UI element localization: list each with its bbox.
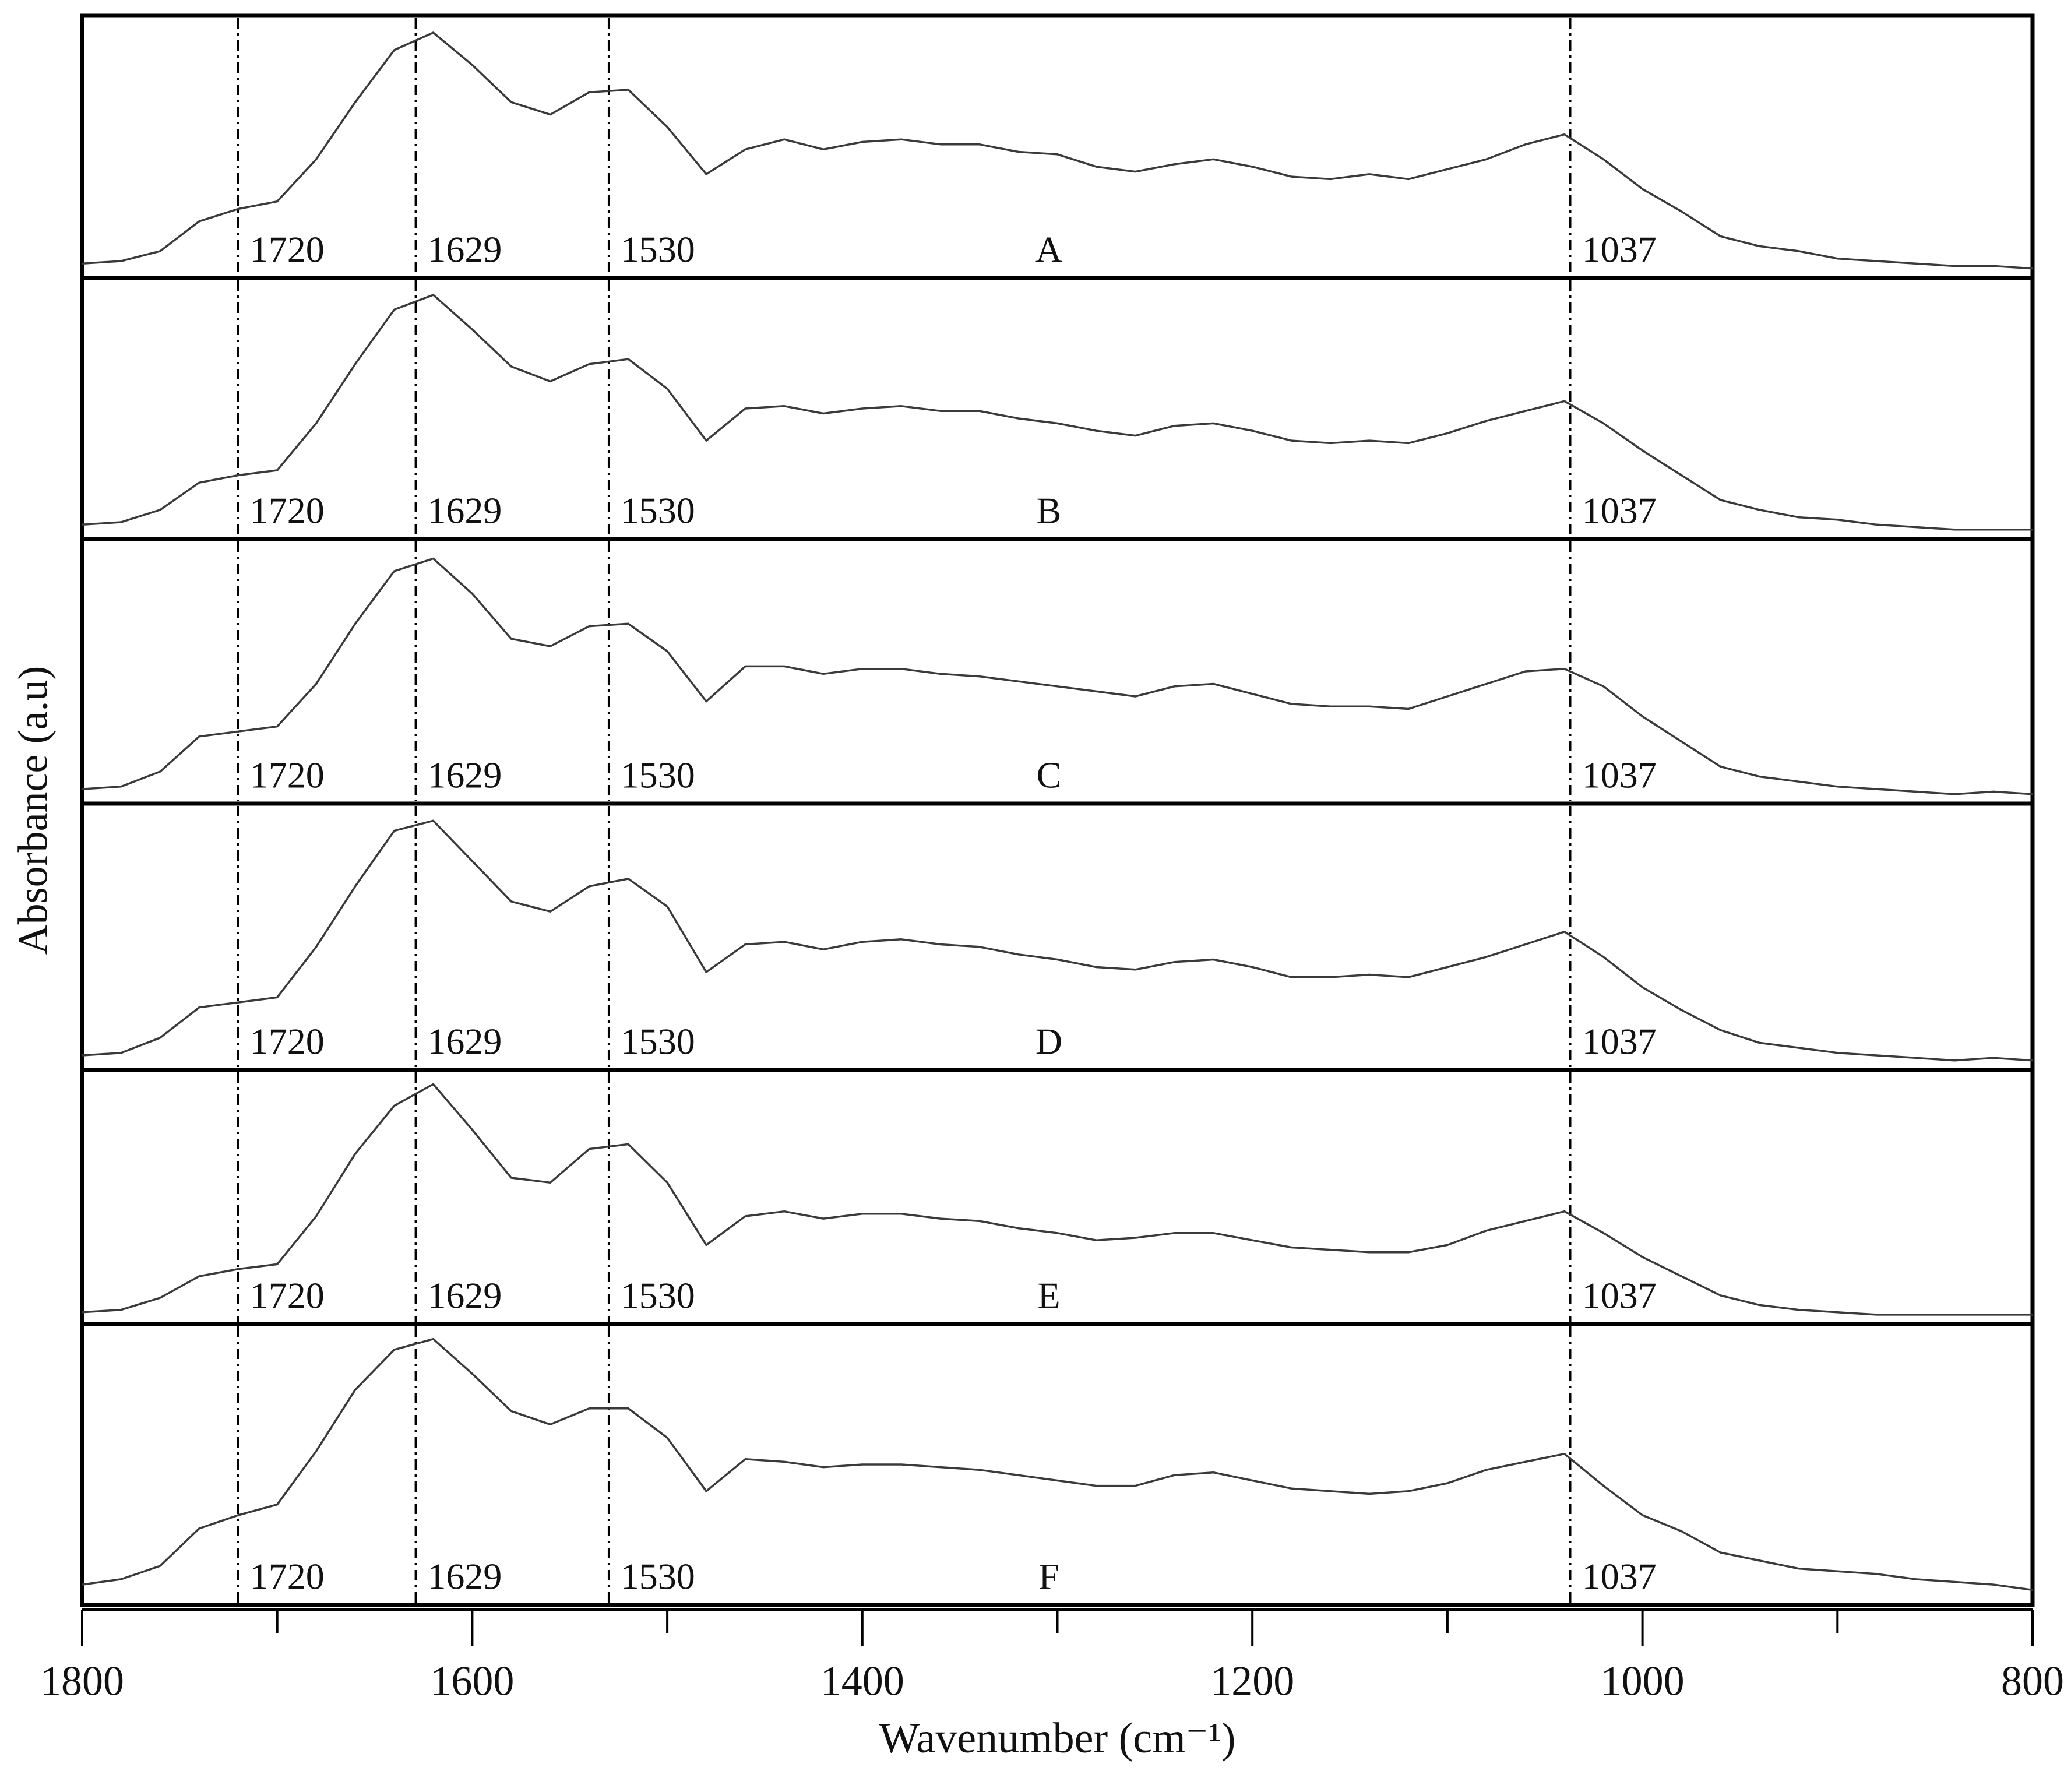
peak-label: 1530 bbox=[621, 755, 695, 796]
peak-label: 1530 bbox=[621, 1021, 695, 1062]
panel-label: E bbox=[1037, 1275, 1060, 1316]
panel-label: B bbox=[1037, 490, 1062, 531]
peak-label: 1530 bbox=[621, 1556, 695, 1597]
peak-label: 1629 bbox=[427, 490, 502, 531]
x-tick-label: 1600 bbox=[430, 1658, 514, 1705]
peak-label: 1720 bbox=[250, 229, 325, 270]
spectrum-line bbox=[82, 294, 2033, 531]
peak-label: 1720 bbox=[250, 1275, 325, 1316]
x-tick-label: 1000 bbox=[1601, 1658, 1685, 1705]
x-tick-label: 1800 bbox=[40, 1658, 124, 1705]
peak-label: 1037 bbox=[1582, 229, 1657, 270]
panel-label: F bbox=[1038, 1556, 1059, 1597]
peak-label: 1037 bbox=[1582, 755, 1657, 796]
peak-label: 1037 bbox=[1582, 1556, 1657, 1597]
peak-label: 1629 bbox=[427, 755, 502, 796]
peak-label: 1629 bbox=[427, 229, 502, 270]
peak-label: 1530 bbox=[621, 490, 695, 531]
peak-label: 1629 bbox=[427, 1021, 502, 1062]
spectrum-line bbox=[82, 557, 2033, 795]
peak-label: 1720 bbox=[250, 755, 325, 796]
spectrum-line bbox=[82, 31, 2033, 270]
peak-label: 1629 bbox=[427, 1275, 502, 1316]
spectrum-line bbox=[82, 819, 2033, 1062]
panel-frame bbox=[80, 1322, 2035, 1607]
peak-label: 1720 bbox=[250, 1021, 325, 1062]
peak-label: 1530 bbox=[621, 1275, 695, 1316]
panel-label: A bbox=[1036, 229, 1062, 270]
peak-label: 1720 bbox=[250, 1556, 325, 1597]
peak-label: 1037 bbox=[1582, 1021, 1657, 1062]
panel-label: D bbox=[1036, 1021, 1062, 1062]
peak-label: 1629 bbox=[427, 1556, 502, 1597]
x-tick-label: 800 bbox=[2001, 1658, 2064, 1705]
peak-label: 1530 bbox=[621, 229, 695, 270]
x-axis-label: Wavenumber (cm⁻¹) bbox=[879, 1714, 1235, 1762]
panel-label: C bbox=[1037, 755, 1062, 796]
x-tick-label: 1400 bbox=[820, 1658, 904, 1705]
peak-label: 1720 bbox=[250, 490, 325, 531]
peak-label: 1037 bbox=[1582, 490, 1657, 531]
peak-label: 1037 bbox=[1582, 1275, 1657, 1316]
y-axis-label: Absorbance (a.u) bbox=[10, 666, 57, 955]
spectrum-line bbox=[82, 1083, 2033, 1316]
x-tick-label: 1200 bbox=[1210, 1658, 1294, 1705]
spectrum-line bbox=[82, 1337, 2033, 1592]
